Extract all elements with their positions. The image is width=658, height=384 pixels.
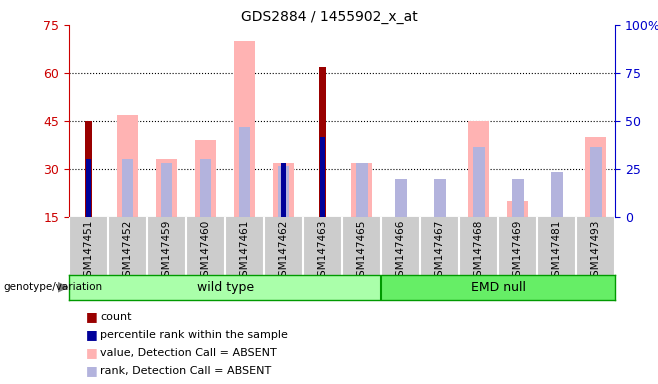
Bar	[122, 159, 134, 217]
Text: GSM147452: GSM147452	[122, 219, 133, 283]
Text: ■: ■	[86, 328, 97, 341]
Text: GSM147460: GSM147460	[201, 219, 211, 283]
Text: GSM147468: GSM147468	[474, 219, 484, 283]
Text: GSM147493: GSM147493	[591, 219, 601, 283]
Text: count: count	[100, 312, 132, 322]
Bar	[320, 137, 325, 217]
Text: EMD null: EMD null	[470, 281, 526, 294]
Text: genotype/variation: genotype/variation	[3, 282, 103, 292]
Bar	[590, 147, 601, 217]
Text: GSM147459: GSM147459	[162, 219, 172, 283]
Bar	[395, 179, 407, 217]
Bar	[434, 179, 445, 217]
Bar	[381, 275, 615, 300]
Bar	[239, 127, 251, 217]
Bar	[551, 172, 563, 217]
Text: ■: ■	[86, 346, 97, 359]
Bar	[200, 159, 211, 217]
Polygon shape	[58, 283, 68, 292]
Text: ■: ■	[86, 310, 97, 323]
Bar	[273, 162, 294, 217]
Bar	[351, 162, 372, 217]
Text: GSM147469: GSM147469	[513, 219, 522, 283]
Bar	[512, 179, 524, 217]
Text: rank, Detection Call = ABSENT: rank, Detection Call = ABSENT	[100, 366, 271, 376]
Bar	[319, 66, 326, 217]
Bar	[468, 121, 490, 217]
Text: GSM147465: GSM147465	[357, 219, 367, 283]
Bar	[282, 162, 286, 217]
Text: wild type: wild type	[197, 281, 254, 294]
Bar	[161, 162, 172, 217]
Bar	[278, 166, 290, 217]
Text: GSM147451: GSM147451	[84, 219, 93, 283]
Text: GSM147467: GSM147467	[435, 219, 445, 283]
Bar	[86, 159, 91, 217]
Bar	[585, 137, 607, 217]
Bar	[234, 41, 255, 217]
Bar	[507, 201, 528, 217]
Text: ■: ■	[86, 364, 97, 377]
Bar	[156, 159, 178, 217]
Text: GSM147462: GSM147462	[278, 219, 289, 283]
Text: GDS2884 / 1455902_x_at: GDS2884 / 1455902_x_at	[241, 10, 417, 23]
Text: GSM147463: GSM147463	[318, 219, 328, 283]
Text: GSM147481: GSM147481	[551, 219, 562, 283]
Bar	[356, 162, 368, 217]
Text: value, Detection Call = ABSENT: value, Detection Call = ABSENT	[100, 348, 277, 358]
Bar	[117, 114, 138, 217]
Text: GSM147466: GSM147466	[395, 219, 406, 283]
Bar	[85, 121, 92, 217]
Text: GSM147461: GSM147461	[240, 219, 249, 283]
Text: percentile rank within the sample: percentile rank within the sample	[100, 330, 288, 340]
Bar	[473, 147, 484, 217]
Bar	[195, 140, 216, 217]
